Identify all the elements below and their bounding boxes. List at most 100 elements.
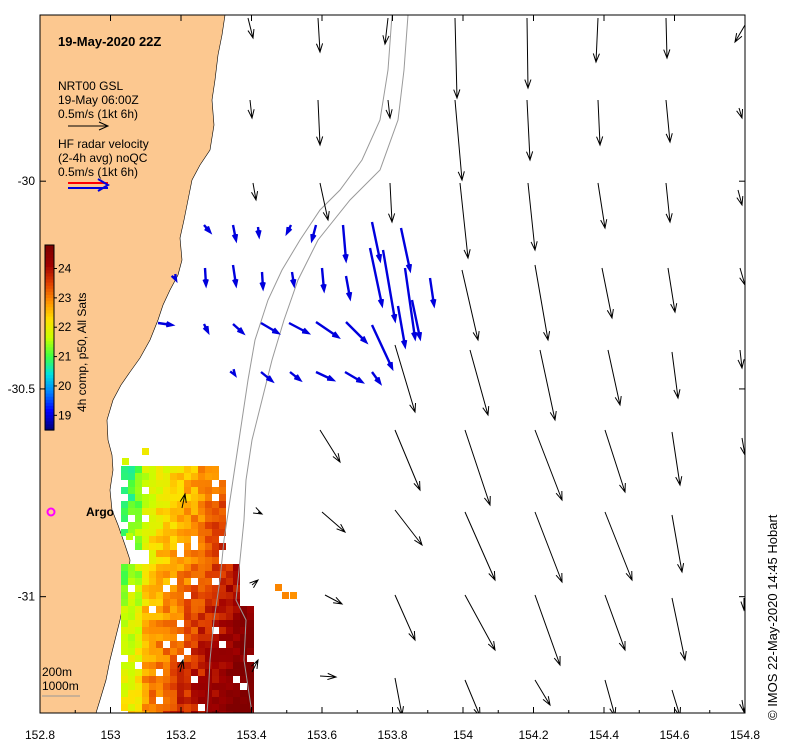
model-arrow	[736, 189, 744, 207]
colorbar-segment	[45, 380, 54, 385]
model-arrow	[671, 351, 681, 400]
sst-cell	[247, 648, 254, 655]
sst-cell	[191, 501, 198, 508]
colorbar-segment	[45, 399, 54, 403]
sst-cell	[156, 578, 163, 585]
colorbar-segment	[45, 325, 54, 329]
sst-cell	[149, 557, 156, 564]
model-arrow	[736, 107, 744, 120]
x-tick-label: 154.6	[659, 728, 689, 742]
sst-cell	[163, 564, 170, 571]
sst-cell	[163, 466, 170, 473]
sst-cell	[135, 522, 142, 529]
sst-cell	[226, 606, 233, 613]
sst-cell	[170, 494, 177, 501]
axis-ticks: 152.8 153 153.2 153.4 153.6 153.8 154 154.2 154.…	[8, 15, 760, 742]
colorbar-segment	[45, 248, 54, 252]
x-tick-label: 153.6	[307, 728, 337, 742]
sst-cell	[191, 641, 198, 648]
sst-cell	[177, 466, 184, 473]
sst-cell	[121, 704, 128, 711]
sst-cell	[156, 550, 163, 557]
sst-cell	[128, 613, 135, 620]
radar-arrow	[202, 267, 209, 289]
sst-cell	[142, 655, 149, 662]
sst-cell	[170, 634, 177, 641]
sst-cell	[240, 704, 247, 711]
sst-cell	[247, 683, 254, 690]
sst-cell	[149, 522, 156, 529]
sst-cell	[198, 690, 205, 697]
sst-cell	[142, 571, 149, 578]
sst-cell	[177, 599, 184, 606]
radar-arrow	[203, 224, 213, 235]
sst-cell	[191, 487, 198, 494]
sst-cell	[135, 536, 142, 543]
sst-cell	[198, 529, 205, 536]
model-arrow	[524, 17, 532, 90]
sst-cell	[219, 704, 226, 711]
sst-cell	[205, 634, 212, 641]
model-arrow	[665, 99, 673, 144]
sst-cell	[135, 627, 142, 634]
sst-cell	[163, 634, 170, 641]
sst-cell	[142, 529, 149, 536]
sst-cell	[170, 515, 177, 522]
radar-arrow	[229, 368, 237, 378]
sst-cell	[205, 711, 212, 713]
argo-label: Argo	[86, 505, 114, 519]
sst-cell	[135, 711, 142, 713]
sst-cell	[212, 599, 219, 606]
legend-radar-scale: 0.5m/s (1kt 6h)	[58, 165, 138, 179]
sst-cell	[170, 655, 177, 662]
sst-cell	[226, 599, 233, 606]
sst-cell	[163, 599, 170, 606]
sst-cell	[184, 557, 191, 564]
sst-cell	[177, 494, 184, 501]
sst-cell	[184, 543, 191, 550]
colorbar-segment	[45, 386, 54, 391]
depth-contours	[206, 15, 409, 713]
colorbar-segment	[45, 377, 54, 382]
legend-radar-line1: HF radar velocity	[58, 137, 149, 151]
sst-cell	[149, 613, 156, 620]
colorbar-segment	[45, 402, 54, 406]
sst-cell	[205, 501, 212, 508]
model-arrow	[315, 17, 324, 54]
sst-cell	[126, 533, 133, 540]
sst-cell	[233, 648, 240, 655]
sst-cell	[156, 711, 163, 713]
sst-cell	[219, 522, 226, 529]
model-arrow	[382, 17, 390, 46]
sst-cell	[198, 620, 205, 627]
model-arrow	[319, 182, 330, 222]
sst-cell	[247, 606, 254, 613]
sst-cell	[233, 578, 240, 585]
sst-cell	[198, 627, 205, 634]
sst-cell	[198, 648, 205, 655]
sst-cell	[219, 627, 226, 634]
sst-cell	[212, 676, 219, 683]
sst-cell	[128, 529, 135, 536]
model-arrow	[394, 677, 404, 713]
sst-cell	[219, 690, 226, 697]
colorbar-label: 4h comp, p50, All Sats	[75, 293, 89, 412]
sst-cell	[156, 473, 163, 480]
sst-cell	[198, 557, 205, 564]
sst-cell	[177, 480, 184, 487]
sst-cell	[121, 676, 128, 683]
colorbar-segment	[45, 359, 54, 363]
sst-cell	[121, 613, 128, 620]
model-arrow	[671, 689, 681, 713]
colorbar-segment	[45, 368, 54, 373]
sst-cell	[219, 487, 226, 494]
sst-cell	[163, 480, 170, 487]
colorbar-segment	[45, 408, 54, 413]
model-arrow	[607, 349, 622, 407]
sst-cell	[142, 501, 149, 508]
sst-cell	[149, 634, 156, 641]
sst-cell	[184, 620, 191, 627]
sst-cell	[191, 522, 198, 529]
model-arrow	[604, 679, 617, 713]
